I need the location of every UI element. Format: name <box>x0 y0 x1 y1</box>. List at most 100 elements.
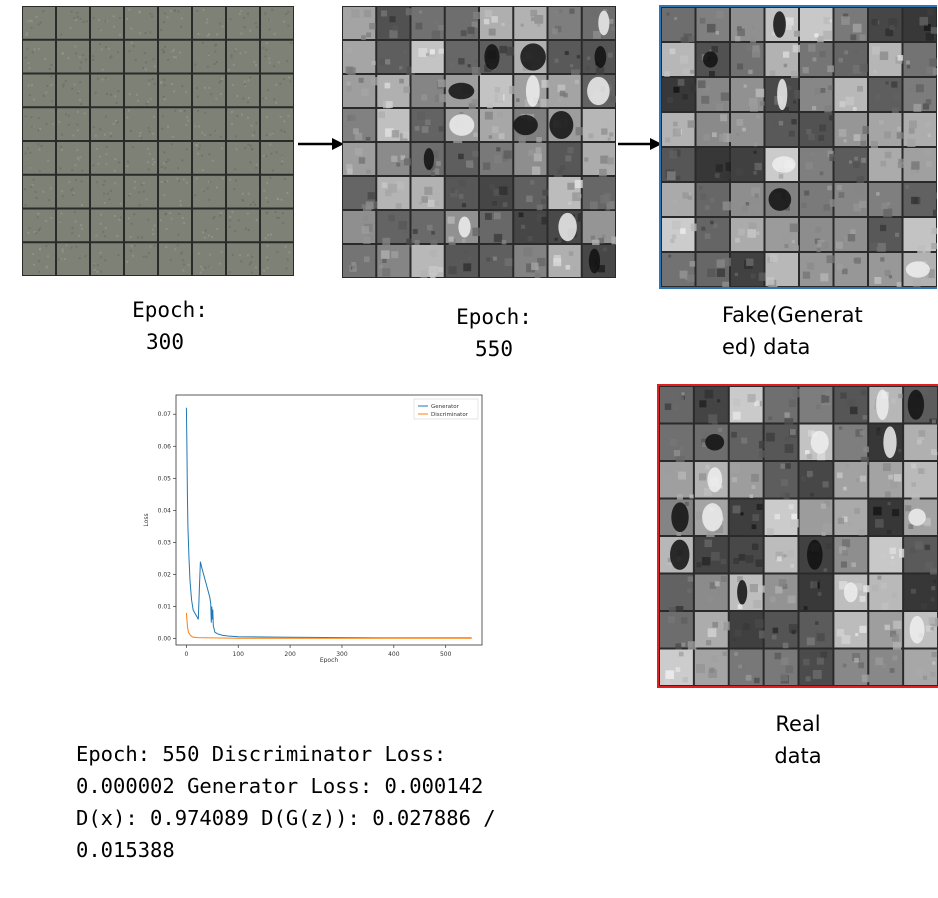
plot-frame <box>175 394 483 646</box>
grid-tile <box>377 41 415 76</box>
grid-tile <box>869 574 903 610</box>
grid-tile <box>57 7 89 39</box>
grid-tile <box>125 209 157 242</box>
grid-tile <box>548 7 581 39</box>
grid-tile <box>869 43 904 76</box>
y-tick-label: 0.07 <box>158 411 172 418</box>
grid-tile <box>227 209 259 242</box>
arrow-right-icon <box>298 137 344 151</box>
grid-tile <box>343 211 376 244</box>
grid-tile <box>696 43 729 77</box>
grid-tile <box>731 218 764 251</box>
grid-tile <box>91 243 123 275</box>
epoch-300-caption: Epoch: 300 <box>100 294 240 358</box>
grid-tile <box>193 243 225 275</box>
grid-tile <box>227 40 259 73</box>
grid-tile <box>903 148 936 181</box>
grid-tile <box>377 211 416 248</box>
grid-tile <box>91 74 123 107</box>
grid-tile <box>125 7 157 39</box>
grid-tile <box>227 243 259 275</box>
x-axis-label: Epoch <box>320 657 339 663</box>
series-line-generator <box>185 407 472 639</box>
grid-tile <box>660 649 693 685</box>
grid-tile <box>729 649 763 685</box>
grid-tile <box>799 424 833 461</box>
grid-tile <box>834 8 867 41</box>
legend-box <box>413 398 479 420</box>
grid-tile <box>91 209 123 242</box>
grid-tile <box>834 537 868 573</box>
grid-tile <box>513 109 547 144</box>
y-tick-label: 0.00 <box>158 636 172 643</box>
grid-tile <box>729 612 767 648</box>
grid-tile <box>799 574 833 610</box>
grid-tile <box>834 424 870 465</box>
grid-tile <box>662 113 695 146</box>
grid-tile <box>125 108 157 140</box>
grid-tile <box>548 177 583 209</box>
grid-tile <box>445 109 478 147</box>
grid-tile <box>480 75 518 109</box>
grid-tile <box>125 243 157 275</box>
grid-tile <box>377 7 413 39</box>
grid-tile <box>548 211 587 244</box>
grid-tile <box>903 43 937 76</box>
grid-tile <box>764 537 798 573</box>
grid-tile <box>582 109 615 141</box>
grid-tile <box>125 40 157 73</box>
metrics-line: 0.000002 Generator Loss: 0.000142 <box>76 774 484 798</box>
grid-tile <box>514 143 547 175</box>
grid-tile <box>227 108 259 140</box>
x-tick-label: 0 <box>184 651 188 658</box>
grid-tile <box>731 78 765 112</box>
grid-tile <box>91 142 123 174</box>
training-metrics-text: Epoch: 550 Discriminator Loss: 0.000002 G… <box>76 706 496 898</box>
grid-tile <box>731 253 767 286</box>
real-data-caption: Real data <box>758 708 838 772</box>
y-tick-label: 0.02 <box>158 571 172 578</box>
grid-tile <box>514 245 547 278</box>
grid-tile <box>662 78 698 111</box>
grid-tile <box>411 211 444 247</box>
grid-tile <box>377 75 410 109</box>
caption-line: Epoch: <box>132 298 208 322</box>
grid-tile <box>660 537 693 573</box>
grid-tile <box>800 148 837 181</box>
caption-line: Fake(Generat <box>722 303 863 327</box>
y-tick-label: 0.04 <box>158 507 172 514</box>
grid-tile <box>869 78 902 115</box>
grid-tile <box>904 537 937 576</box>
grid-tile <box>764 424 798 460</box>
grid-tile <box>662 218 699 251</box>
grid-tile <box>548 75 581 107</box>
grid-tile <box>694 499 728 541</box>
grid-tile <box>800 183 837 216</box>
grid-tile <box>903 183 937 216</box>
grid-tile <box>904 574 937 610</box>
grid-tile <box>193 142 225 174</box>
grid-tile <box>765 113 798 146</box>
grid-tile <box>159 175 191 208</box>
grid-tile <box>57 40 89 73</box>
grid-tile <box>261 7 293 39</box>
grid-tile <box>834 113 871 147</box>
grid-tile <box>800 253 835 286</box>
grid-tile <box>800 8 833 43</box>
grid-tile <box>548 41 581 79</box>
grid-tile <box>764 574 798 610</box>
grid-tile <box>904 499 937 535</box>
grid-tile <box>799 499 833 536</box>
x-tick-label: 300 <box>336 651 348 658</box>
grid-tile <box>582 41 615 76</box>
grid-tile <box>765 43 801 79</box>
grid-tile <box>411 143 444 176</box>
caption-line: 550 <box>475 337 513 361</box>
grid-tile <box>377 245 410 277</box>
grid-tile <box>261 209 293 242</box>
x-tick-label: 200 <box>284 651 296 658</box>
grid-tile <box>57 175 89 208</box>
grid-tile <box>159 74 191 107</box>
grid-tile <box>660 574 694 615</box>
grid-tile <box>869 612 903 651</box>
